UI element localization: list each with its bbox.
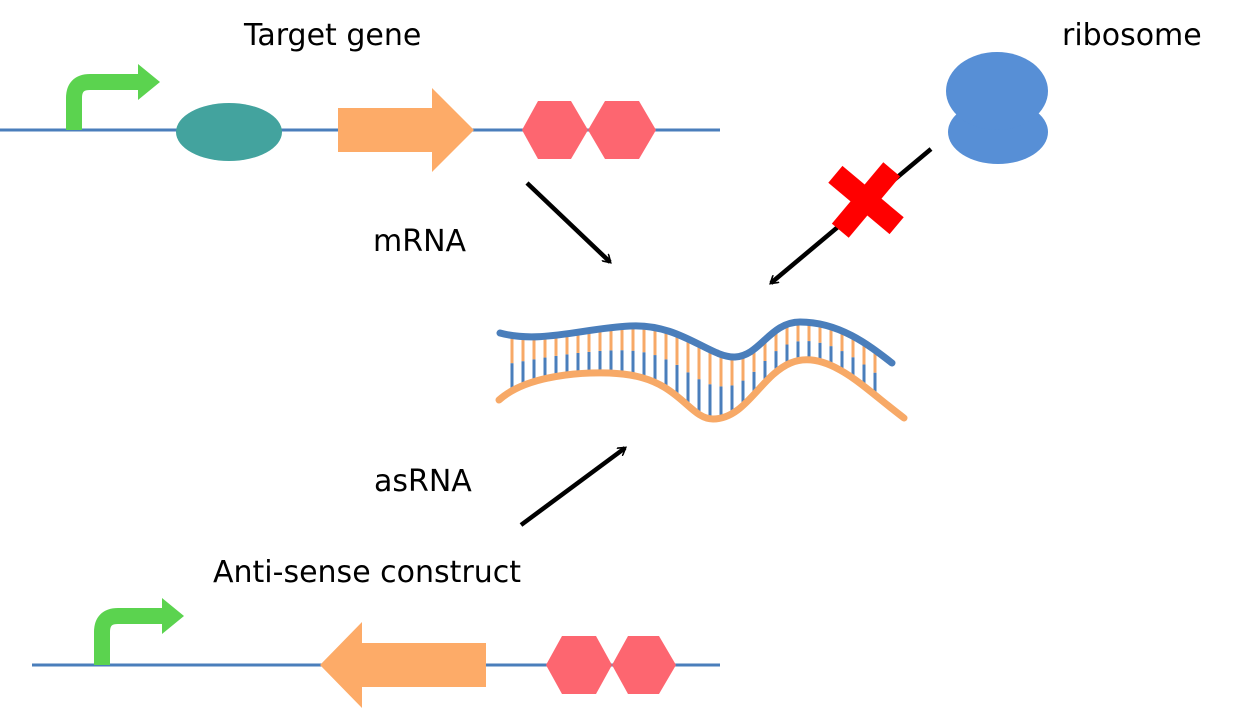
blocked-x-icon — [828, 162, 904, 238]
operator-ellipse-icon — [176, 103, 282, 161]
antisense-construct — [32, 598, 720, 708]
terminator-hexagon-icon — [522, 101, 656, 159]
ribosome-icon — [946, 52, 1048, 164]
promoter-arrow-icon — [94, 598, 184, 665]
mrna-arrow — [525, 181, 610, 262]
promoter-arrow-icon — [66, 64, 160, 130]
ribosome-label: ribosome — [1062, 18, 1202, 53]
cds-arrow-icon — [338, 88, 474, 172]
rna-duplex — [495, 318, 908, 423]
target-gene-label: Target gene — [243, 18, 421, 53]
target-gene-construct — [0, 64, 720, 172]
mrna-strand — [496, 318, 896, 367]
mrna-label: mRNA — [373, 224, 467, 259]
cds-reverse-arrow-icon — [320, 622, 486, 708]
terminator-hexagon-icon — [546, 636, 676, 694]
antisense-construct-label: Anti-sense construct — [213, 555, 521, 590]
asrna-arrow — [519, 446, 625, 527]
asrna-label: asRNA — [374, 464, 472, 499]
asrna-strand — [495, 356, 908, 423]
